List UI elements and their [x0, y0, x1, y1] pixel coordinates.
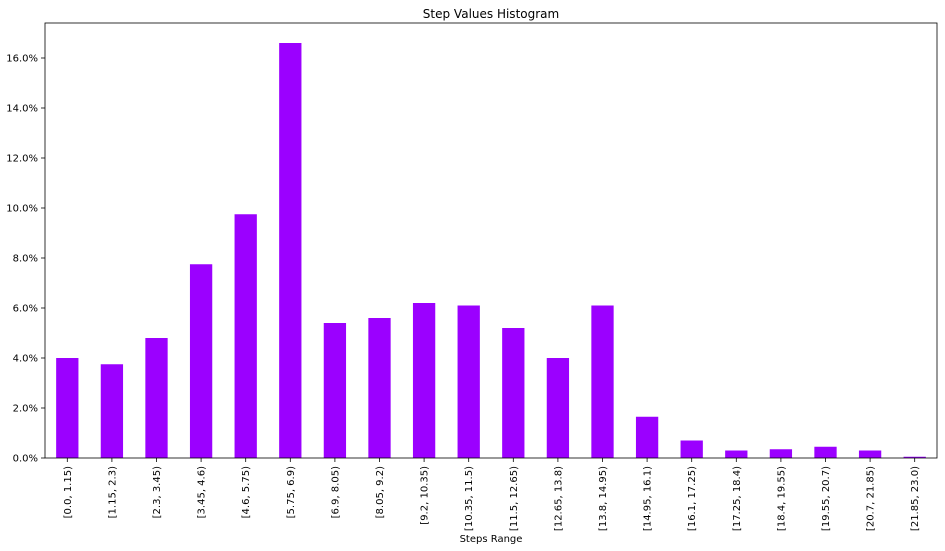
bar-18	[858, 450, 882, 458]
x-tick-label-13: [14.95, 16.1)	[643, 466, 654, 531]
x-tick-label-9: [10.35, 11.5)	[464, 466, 475, 531]
bar-14	[680, 440, 703, 458]
y-tick-label-2: 4.0%	[13, 354, 38, 365]
bars	[56, 43, 926, 458]
x-tick-label-3: [3.45, 4.6)	[197, 466, 208, 518]
bar-11	[546, 358, 570, 458]
x-tick-label-8: [9.2, 10.35)	[420, 466, 431, 525]
y-tick-label-6: 12.0%	[6, 154, 38, 165]
y-axis-ticks: 0.0% 2.0% 4.0% 6.0% 8.0% 10.0% 12.0% 14.0% 16.0%	[6, 54, 45, 465]
x-tick-label-5: [5.75, 6.9)	[286, 466, 297, 518]
bar-9	[457, 305, 480, 458]
y-tick-label-4: 8.0%	[13, 254, 38, 265]
bar-12	[591, 305, 614, 458]
x-tick-label-10: [11.5, 12.65)	[509, 466, 520, 531]
bar-3	[189, 264, 213, 458]
x-axis-label: Steps Range	[460, 534, 523, 545]
y-tick-label-7: 14.0%	[6, 104, 38, 115]
bar-6	[323, 323, 347, 458]
bar-4	[234, 214, 257, 458]
x-tick-label-7: [8.05, 9.2)	[375, 466, 386, 518]
bar-7	[368, 318, 391, 458]
bar-1	[100, 364, 124, 458]
y-tick-label-8: 16.0%	[6, 54, 38, 65]
bar-8	[412, 303, 436, 458]
x-tick-label-1: [1.15, 2.3)	[107, 466, 118, 518]
x-tick-label-16: [18.4, 19.55)	[776, 466, 787, 531]
chart-title: Step Values Histogram	[423, 7, 559, 21]
bar-15	[725, 450, 748, 458]
x-tick-label-6: [6.9, 8.05)	[330, 466, 341, 518]
x-tick-label-18: [20.7, 21.85)	[866, 466, 877, 531]
x-tick-label-14: [16.1, 17.25)	[687, 466, 698, 531]
x-tick-label-19: [21.85, 23.0)	[910, 466, 921, 531]
bar-5	[279, 43, 302, 458]
bar-19	[903, 456, 926, 458]
bar-2	[145, 338, 168, 458]
y-tick-label-5: 10.0%	[6, 204, 38, 215]
bar-13	[635, 416, 659, 458]
y-tick-label-3: 6.0%	[13, 304, 38, 315]
bar-10	[502, 328, 525, 458]
x-tick-label-2: [2.3, 3.45)	[152, 466, 163, 518]
bar-16	[769, 449, 793, 458]
bar-17	[814, 446, 837, 458]
bar-0	[56, 358, 79, 458]
x-axis-ticks: [0.0, 1.15) [1.15, 2.3) [2.3, 3.45) [3.45, …	[63, 458, 921, 531]
axes	[44, 22, 938, 459]
x-tick-label-0: [0.0, 1.15)	[63, 466, 74, 518]
x-tick-label-12: [13.8, 14.95)	[598, 466, 609, 531]
plot-frame	[44, 22, 938, 459]
x-tick-label-11: [12.65, 13.8)	[553, 466, 564, 531]
x-tick-label-17: [19.55, 20.7)	[821, 466, 832, 531]
x-tick-label-15: [17.25, 18.4)	[732, 466, 743, 531]
y-tick-label-1: 2.0%	[13, 404, 38, 415]
y-tick-label-0: 0.0%	[13, 454, 38, 465]
x-tick-label-4: [4.6, 5.75)	[241, 466, 252, 518]
